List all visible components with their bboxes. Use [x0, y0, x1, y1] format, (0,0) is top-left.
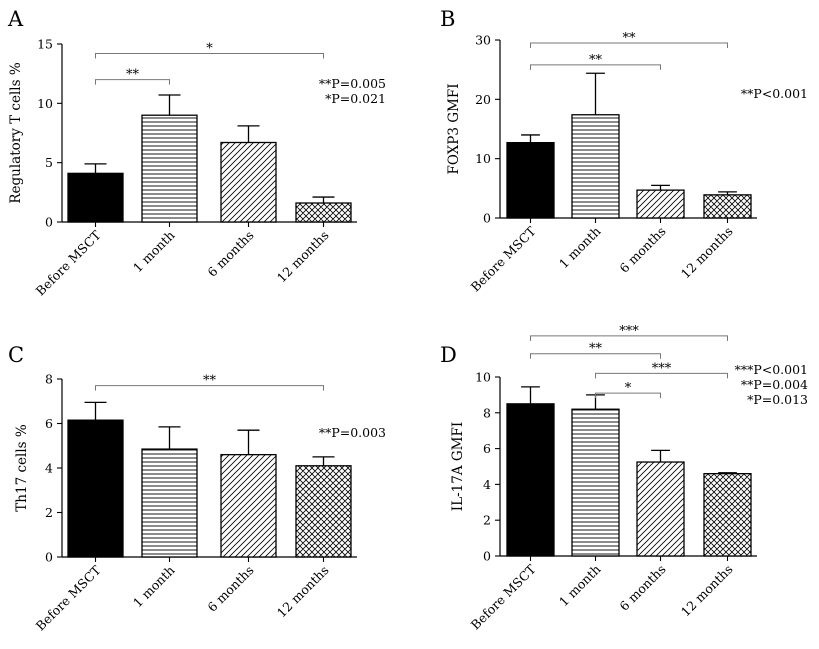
- y-tick-label: 8: [483, 405, 491, 420]
- bar: [141, 114, 198, 223]
- y-tick-label: 10: [475, 151, 491, 166]
- category-label: Before MSCT: [468, 223, 539, 294]
- y-tick-label: 6: [483, 441, 491, 456]
- category-label: 12 months: [678, 562, 736, 620]
- significance-bracket: [530, 42, 728, 48]
- significance-stars: **: [623, 31, 637, 46]
- bar: [571, 114, 620, 219]
- bar: [571, 408, 620, 557]
- bar: [703, 194, 752, 219]
- p-value-annotation: *P=0.021: [325, 91, 386, 106]
- p-value-annotation: *P=0.013: [747, 392, 808, 407]
- y-tick-label: 30: [475, 33, 491, 48]
- y-tick-label: 0: [45, 215, 53, 230]
- chart-panel-c: C 0 2 4 6 8 Th17 cells % Before MSCT 1 month 6 mo…: [8, 343, 386, 633]
- chart-panel-a: A 0 5 10 15 Regulatory T cells % Before MSCT 1 …: [7, 7, 386, 298]
- category-label: 6 months: [616, 562, 668, 614]
- y-tick-label: 4: [45, 461, 53, 476]
- category-label: 12 months: [274, 563, 332, 621]
- bar: [703, 473, 752, 557]
- y-tick-label: 2: [483, 513, 491, 528]
- category-label: 6 months: [204, 563, 256, 615]
- y-axis-label: IL-17A GMFI: [450, 422, 466, 511]
- y-tick-label: 15: [37, 37, 53, 52]
- category-label: 1 month: [130, 563, 178, 611]
- y-tick-label: 6: [45, 416, 53, 431]
- p-value-annotation: **P<0.001: [741, 86, 808, 101]
- significance-bracket: [95, 52, 324, 59]
- p-value-annotation: ***P<0.001: [735, 362, 808, 377]
- panel-letter: D: [440, 343, 457, 367]
- y-axis-label: FOXP3 GMFI: [446, 83, 462, 174]
- significance-stars: ***: [652, 361, 672, 376]
- y-tick-label: 2: [45, 505, 53, 520]
- significance-bracket: [595, 392, 661, 399]
- p-value-annotation: **P=0.004: [741, 377, 808, 392]
- bar: [506, 141, 555, 219]
- significance-stars: **: [589, 53, 603, 68]
- significance-stars: **: [126, 68, 140, 83]
- category-label: 1 month: [130, 228, 178, 276]
- category-label: 1 month: [556, 562, 604, 610]
- p-value-annotation: **P=0.005: [319, 76, 386, 91]
- significance-bracket: [95, 79, 170, 85]
- significance-stars: *: [625, 381, 632, 396]
- bar: [220, 141, 277, 223]
- bar: [67, 172, 124, 223]
- significance-bracket: [530, 335, 728, 341]
- category-label: Before MSCT: [33, 227, 104, 298]
- p-value-annotation: **P=0.003: [319, 425, 386, 440]
- category-label: 6 months: [616, 224, 668, 276]
- y-tick-label: 5: [45, 155, 53, 170]
- y-tick-label: 4: [483, 477, 491, 492]
- significance-bracket: [530, 64, 661, 70]
- bar: [295, 202, 352, 223]
- panel-letter: A: [7, 7, 24, 31]
- category-label: 12 months: [678, 224, 736, 282]
- y-axis-label: Th17 cells %: [14, 424, 30, 512]
- category-label: 12 months: [274, 228, 332, 286]
- y-tick-label: 20: [475, 92, 491, 107]
- bar: [636, 189, 685, 219]
- y-tick-label: 10: [475, 370, 491, 385]
- bar: [141, 448, 198, 558]
- y-tick-label: 0: [483, 211, 491, 226]
- significance-bracket: [595, 372, 728, 379]
- significance-stars: **: [203, 374, 217, 389]
- y-tick-label: 10: [37, 96, 53, 111]
- panel-letter: C: [8, 343, 24, 367]
- panel-letter: B: [440, 7, 455, 31]
- category-label: Before MSCT: [468, 561, 539, 632]
- bar: [636, 461, 685, 557]
- significance-stars: **: [589, 342, 603, 357]
- y-tick-label: 0: [483, 549, 491, 564]
- significance-stars: ***: [619, 324, 639, 339]
- significance-bracket: [530, 353, 661, 359]
- chart-panel-b: B 0 10 20 30 FOXP3 GMFI Before MSCT 1 month 6 mo…: [440, 7, 808, 294]
- category-label: 1 month: [556, 224, 604, 272]
- bar: [506, 403, 555, 557]
- y-tick-label: 8: [45, 372, 53, 387]
- category-label: Before MSCT: [33, 562, 104, 633]
- significance-bracket: [95, 385, 324, 391]
- y-axis-label: Regulatory T cells %: [8, 62, 24, 203]
- bar: [295, 465, 352, 558]
- chart-panel-d: D 0 2 4 6 8 10 IL-17A GMFI Before MSCT 1 month 6 m…: [440, 324, 808, 633]
- category-label: 6 months: [204, 228, 256, 280]
- significance-stars: *: [206, 41, 213, 56]
- y-tick-label: 0: [45, 550, 53, 565]
- bar: [67, 419, 124, 558]
- bar: [220, 453, 277, 558]
